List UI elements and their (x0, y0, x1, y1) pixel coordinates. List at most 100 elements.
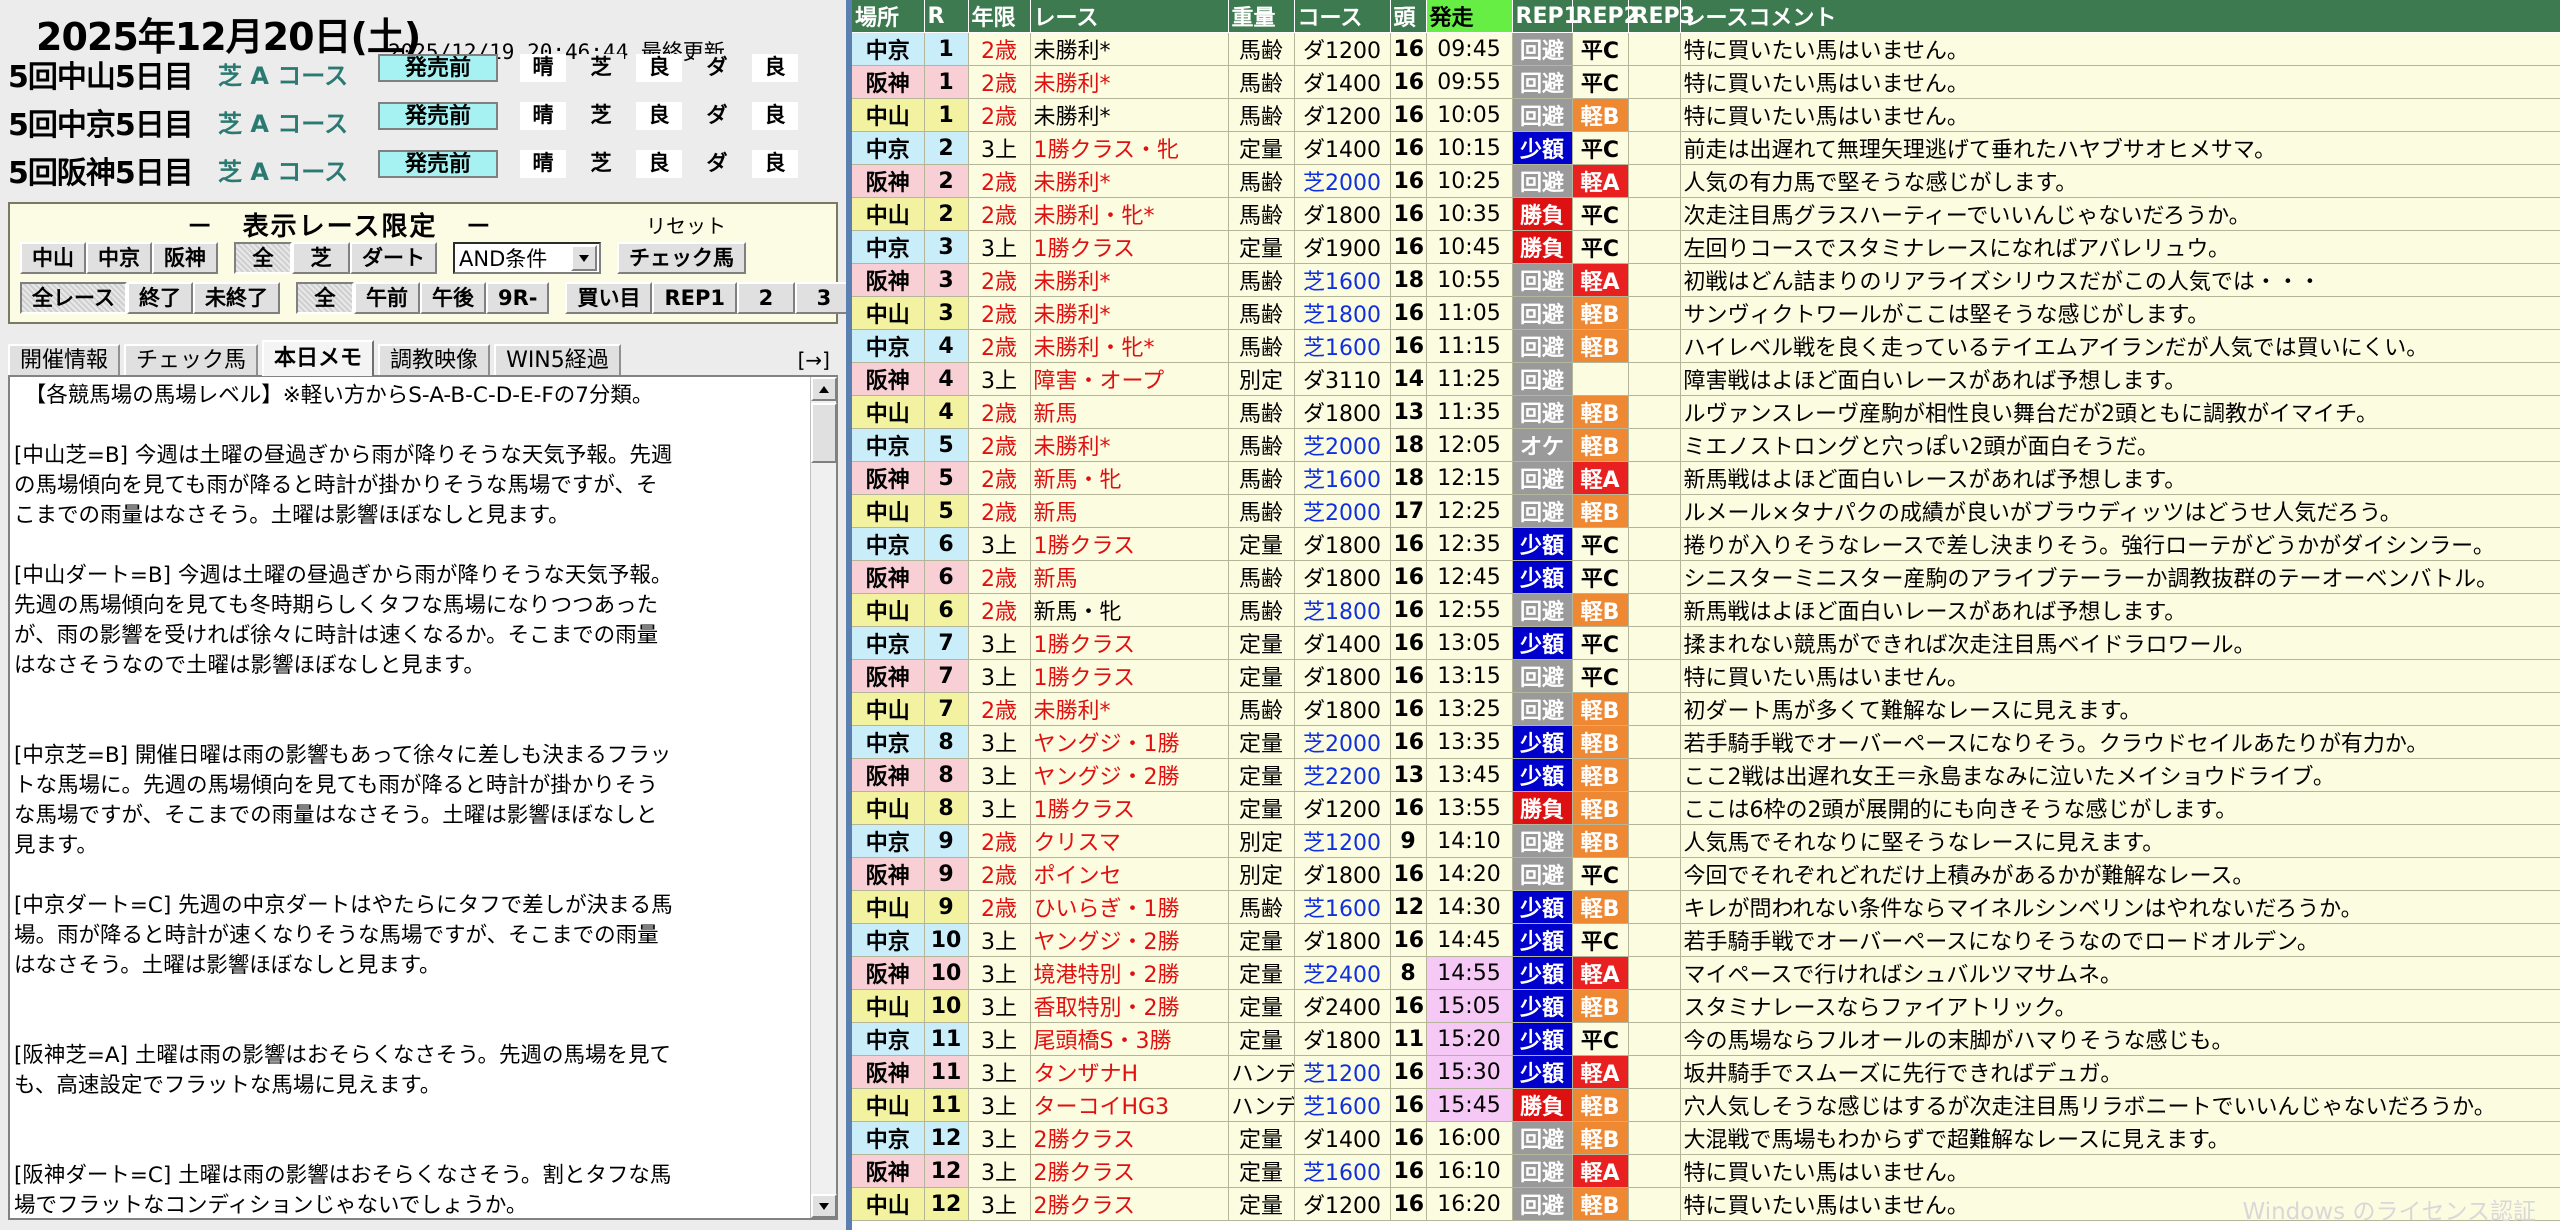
table-row[interactable]: 中山 1 2歳 未勝利* 馬齢 ダ1200 16 10:05 回避 軽B 特に買いたい馬はいません。 (852, 98, 2560, 132)
table-row[interactable]: 中山 4 2歳 新馬 馬齢 ダ1800 13 11:35 回避 軽B ルヴァンスレーヴ産駒が相性良い… (852, 395, 2560, 429)
track-filter-button-1[interactable]: 中山 (20, 242, 86, 274)
cell-race-number: 11 (924, 1055, 969, 1089)
cell-head-count: 16 (1390, 296, 1427, 330)
time-filter-button-4[interactable]: 9R- (485, 282, 550, 314)
table-row[interactable]: 中京 12 3上 2勝クラス 定量 ダ1400 16 16:00 回避 軽B 大混戦で馬場もわからず… (852, 1121, 2560, 1155)
meeting-row[interactable]: 5回中京5日目芝 A コース 発売前晴芝良ダ良 (0, 100, 846, 143)
status-filter-button-3[interactable]: 未終了 (192, 282, 280, 314)
table-row[interactable]: 阪神 5 2歳 新馬・牝 馬齢 芝1600 18 12:15 回避 軽A 新馬戦はよほど面白いレース… (852, 461, 2560, 495)
condition-select[interactable]: AND条件 (453, 242, 601, 274)
col-header-5[interactable]: 重量 (1228, 0, 1295, 33)
surface-filter-button-2[interactable]: 芝 (292, 242, 350, 274)
tab-3[interactable]: 本日メモ (262, 340, 375, 376)
table-row[interactable]: 阪神 1 2歳 未勝利* 馬齢 ダ1400 16 09:55 回避 平C 特に買いたい馬はいません。 (852, 65, 2560, 99)
chevron-down-icon[interactable] (571, 245, 597, 271)
meeting-status-badge[interactable]: 発売前 (378, 102, 498, 130)
meeting-status-badge[interactable]: 発売前 (378, 54, 498, 82)
table-row[interactable]: 中京 2 3上 1勝クラス・牝 定量 ダ1400 16 10:15 少額 平C 前走は出遅れて無理矢… (852, 131, 2560, 165)
track-filter-button-2[interactable]: 中京 (86, 242, 152, 274)
col-header-1[interactable]: 場所 (852, 0, 925, 33)
check-horse-button[interactable]: チェック馬 (617, 242, 746, 274)
table-row[interactable]: 中京 1 2歳 未勝利* 馬齢 ダ1200 16 09:45 回避 平C 特に買いたい馬はいません。 (852, 32, 2560, 66)
turf-condition-cell: 良 (636, 54, 682, 82)
table-row[interactable]: 中山 12 3上 2勝クラス 定量 ダ1200 16 16:20 回避 軽B 特に買いたい馬はいませ… (852, 1187, 2560, 1221)
col-header-7[interactable]: 頭 (1390, 0, 1427, 33)
table-row[interactable]: 阪神 11 3上 タンザナH ハンデ 芝1200 16 15:30 少額 軽A 坂井騎手でスムーズに… (852, 1055, 2560, 1089)
scrollbar-thumb[interactable] (811, 403, 837, 463)
tab-5[interactable]: WIN5経過 (494, 344, 621, 376)
filter-reset-button[interactable]: リセット (646, 214, 726, 238)
table-row[interactable]: 中山 11 3上 ターコイHG3 ハンデ 芝1600 16 15:45 勝負 軽B 穴人気しそうな感… (852, 1088, 2560, 1122)
status-filter-button-1[interactable]: 全レース (20, 282, 127, 314)
table-row[interactable]: 中京 11 3上 尾頭橋S・3勝 定量 ダ1800 11 15:20 少額 平C 今の馬場ならフルオ… (852, 1022, 2560, 1056)
col-header-12[interactable]: レースコメント (1680, 0, 2560, 33)
table-row[interactable]: 中山 9 2歳 ひいらぎ・1勝 馬齢 芝1600 12 14:30 少額 軽B キレが問われない条件… (852, 890, 2560, 924)
meeting-row[interactable]: 5回中山5日目芝 A コース 発売前晴芝良ダ良 (0, 52, 846, 95)
time-filter-button-3[interactable]: 午後 (419, 282, 486, 314)
memo-scrollbar[interactable] (810, 377, 837, 1218)
table-row[interactable]: 阪神 8 3上 ヤングジ・2勝 定量 芝2200 13 13:45 少額 軽B ここ2戦は出遅れ女王… (852, 758, 2560, 792)
tab-4[interactable]: 調教映像 (378, 344, 491, 376)
extra-filter-button-2[interactable]: REP1 (652, 282, 737, 314)
surface-filter-button-3[interactable]: ダート (350, 242, 437, 274)
scroll-down-icon[interactable] (811, 1194, 837, 1218)
col-header-11[interactable]: REP3 (1628, 0, 1695, 33)
extra-filter-button-1[interactable]: 買い目 (565, 282, 653, 314)
meeting-row[interactable]: 5回阪神5日目芝 A コース 発売前晴芝良ダ良 (0, 148, 846, 191)
col-header-10[interactable]: REP2 (1572, 0, 1639, 33)
col-header-6[interactable]: コース (1294, 0, 1391, 33)
cell-course: 芝1800 (1294, 593, 1391, 627)
table-row[interactable]: 阪神 9 2歳 ポインセ 別定 ダ1800 16 14:20 回避 平C 今回でそれぞれどれだけ上積… (852, 857, 2560, 891)
tab-scroll-arrow[interactable]: [→] (797, 348, 830, 372)
cell-rep1: 少額 (1512, 131, 1573, 165)
table-row[interactable]: 中京 4 2歳 未勝利・牝* 馬齢 芝1600 16 11:15 回避 軽B ハイレベル戦を良く走っ… (852, 329, 2560, 363)
table-row[interactable]: 中山 6 2歳 新馬・牝 馬齢 芝1800 16 12:55 回避 軽B 新馬戦はよほど面白いレース… (852, 593, 2560, 627)
meeting-status-badge[interactable]: 発売前 (378, 150, 498, 178)
table-row[interactable]: 中京 6 3上 1勝クラス 定量 ダ1800 16 12:35 少額 平C 捲りが入りそうなレースで… (852, 527, 2560, 561)
status-filter-button-2[interactable]: 終了 (126, 282, 193, 314)
table-row[interactable]: 中山 7 2歳 未勝利* 馬齢 ダ1800 16 13:25 回避 軽B 初ダート馬が多くて難解なレ… (852, 692, 2560, 726)
col-header-8[interactable]: 発走 (1426, 0, 1513, 33)
table-row[interactable]: 阪神 2 2歳 未勝利* 馬齢 芝2000 16 10:25 回避 軽A 人気の有力馬で堅そうな感じ… (852, 164, 2560, 198)
table-row[interactable]: 中山 2 2歳 未勝利・牝* 馬齢 ダ1800 16 10:35 勝負 平C 次走注目馬グラスハーテ… (852, 197, 2560, 231)
table-row[interactable]: 阪神 3 2歳 未勝利* 馬齢 芝1600 18 10:55 回避 軽A 初戦はどん詰まりのリアライ… (852, 263, 2560, 297)
col-header-4[interactable]: レース (1030, 0, 1229, 33)
table-row[interactable]: 阪神 4 3上 障害・オープ 別定 ダ3110 14 11:25 回避 障害戦はよほど面白いレース… (852, 362, 2560, 396)
cell-rep3 (1628, 461, 1681, 495)
table-row[interactable]: 中京 7 3上 1勝クラス 定量 ダ1400 16 13:05 少額 平C 揉まれない競馬ができれば… (852, 626, 2560, 660)
time-filter-button-2[interactable]: 午前 (353, 282, 420, 314)
tab-1[interactable]: 開催情報 (8, 344, 121, 376)
table-row[interactable]: 阪神 7 3上 1勝クラス 定量 ダ1800 16 13:15 回避 平C 特に買いたい馬はいません… (852, 659, 2560, 693)
col-header-3[interactable]: 年限 (968, 0, 1031, 33)
cell-rep3 (1628, 1154, 1681, 1188)
extra-filter-button-4[interactable]: 3 (794, 282, 853, 314)
table-row[interactable]: 中山 10 3上 香取特別・2勝 定量 ダ2400 16 15:05 少額 軽B スタミナレースなら… (852, 989, 2560, 1023)
surface-filter-button-1[interactable]: 全 (234, 242, 292, 274)
race-filter-panel: － 表示レース限定 － リセット 中山 中京 阪神 全芝ダート AND条件 チェック… (8, 202, 981, 324)
table-row[interactable]: 中京 8 3上 ヤングジ・1勝 定量 芝2000 16 13:35 少額 軽B 若手騎手戦でオーバー… (852, 725, 2560, 759)
table-row[interactable]: 中京 10 3上 ヤングジ・2勝 定量 ダ1800 16 14:45 少額 平C 若手騎手戦でオーバ… (852, 923, 2560, 957)
scroll-up-icon[interactable] (811, 377, 837, 401)
track-filter-button-3[interactable]: 阪神 (152, 242, 218, 274)
time-filter-button-1[interactable]: 全 (295, 282, 354, 314)
table-row[interactable]: 阪神 6 2歳 新馬 馬齢 ダ1800 16 12:45 少額 平C シニスターミニスター産駒のアラ… (852, 560, 2560, 594)
table-row[interactable]: 中京 5 2歳 未勝利* 馬齢 芝2000 18 12:05 オケ 軽B ミエノストロングと穴っぽい… (852, 428, 2560, 462)
table-row[interactable]: 中山 3 2歳 未勝利* 馬齢 芝1800 16 11:05 回避 軽B サンヴィクトワールがここは… (852, 296, 2560, 330)
tab-2[interactable]: チェック馬 (124, 344, 259, 376)
table-row[interactable]: 中山 8 3上 1勝クラス 定量 ダ1200 16 13:55 勝負 軽B ここは6枠の2頭が展開的… (852, 791, 2560, 825)
table-row[interactable]: 中山 5 2歳 新馬 馬齢 芝2000 17 12:25 回避 軽B ルメール×タナパクの成績が良い… (852, 494, 2560, 528)
col-header-2[interactable]: R (924, 0, 969, 33)
cell-rep3 (1628, 758, 1681, 792)
table-row[interactable]: 中京 3 3上 1勝クラス 定量 ダ1900 16 10:45 勝負 平C 左回りコースでスタミナレ… (852, 230, 2560, 264)
table-row[interactable]: 阪神 10 3上 境港特別・2勝 定量 芝2400 8 14:55 少額 軽A マイペースで行ければ… (852, 956, 2560, 990)
table-row[interactable]: 阪神 12 3上 2勝クラス 定量 芝1600 16 16:10 回避 軽A 特に買いたい馬はいませ… (852, 1154, 2560, 1188)
cell-rep2: 軽B (1572, 296, 1629, 330)
cell-head-count: 13 (1390, 758, 1427, 792)
table-row[interactable]: 中京 9 2歳 クリスマ 別定 芝1200 9 14:10 回避 軽B 人気馬でそれなりに堅そうなレ… (852, 824, 2560, 858)
col-header-9[interactable]: REP1 (1512, 0, 1579, 33)
cell-rep2: 平C (1572, 32, 1629, 66)
extra-filter-button-3[interactable]: 2 (736, 282, 795, 314)
filter-title: － 表示レース限定 － (186, 212, 494, 242)
cell-age-limit: 3上 (968, 659, 1031, 693)
cell-start-time: 11:05 (1426, 296, 1513, 330)
